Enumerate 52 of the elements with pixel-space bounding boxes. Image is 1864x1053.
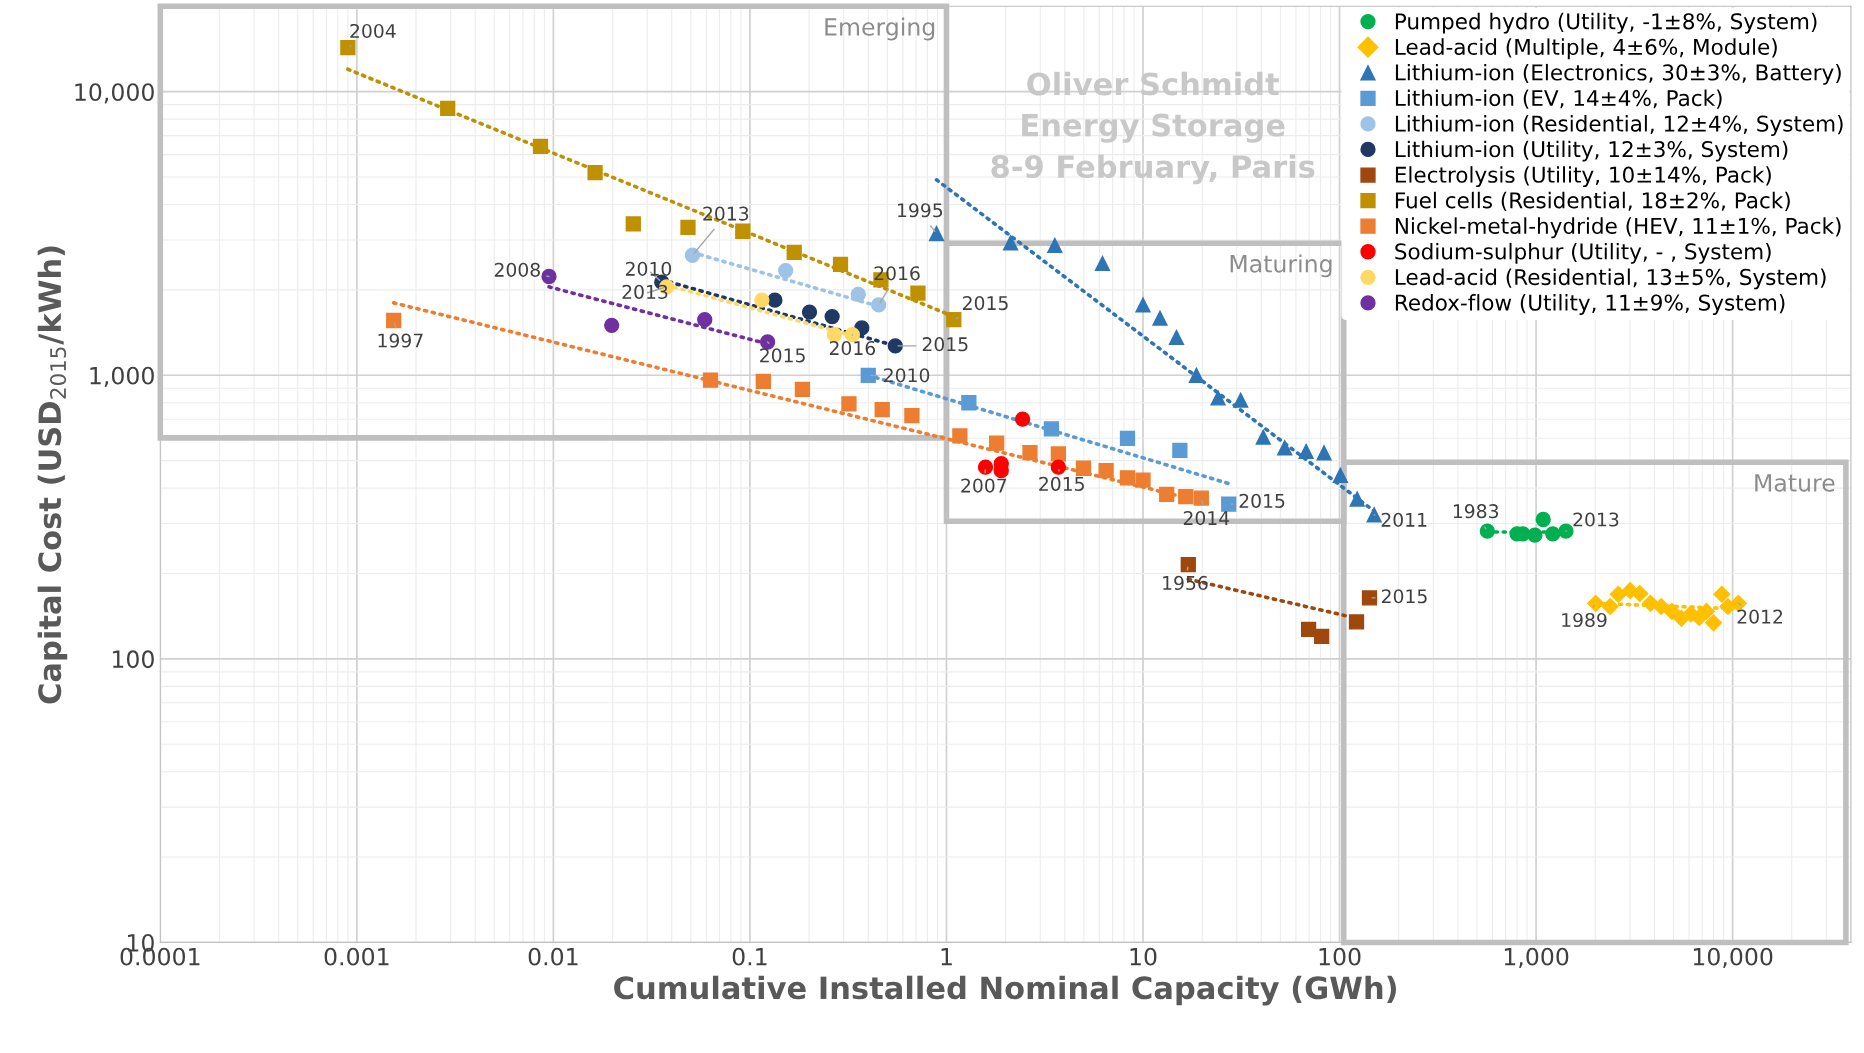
legend-label: Pumped hydro (Utility, -1±8%, System) xyxy=(1395,12,1817,34)
annotation: 2015 xyxy=(760,348,805,363)
x-tick-label: 0.1 xyxy=(732,947,767,966)
legend-label: Lithium-ion (Residential, 12±4%, System) xyxy=(1395,115,1843,136)
annotation: 1956 xyxy=(1163,575,1208,591)
annotation: Mature xyxy=(1755,474,1835,492)
annotation: 2012 xyxy=(1737,609,1783,624)
legend-label: Nickel-metal-hydride (HEV, 11±1%, Pack) xyxy=(1395,217,1841,239)
annotation: Emerging xyxy=(825,17,935,41)
x-axis-title: Cumulative Installed Nominal Capacity (GWh) xyxy=(614,975,1397,1006)
annotation: 2013 xyxy=(1573,512,1619,527)
x-tick-label: 100 xyxy=(1319,947,1361,966)
legend-label: Lead-acid (Multiple, 4±6%, Module) xyxy=(1395,38,1777,60)
x-tick-label: 0.01 xyxy=(528,947,578,966)
annotation: 2015 xyxy=(1381,589,1427,604)
annotation: 2010 xyxy=(625,261,672,276)
y-axis-title: Capital Cost (USD$_{2015}$/kWh) xyxy=(37,246,68,704)
annotation: 1995 xyxy=(898,203,943,218)
legend-label: Fuel cells (Residential, 18±2%, Pack) xyxy=(1395,191,1790,211)
annotation: 1983 xyxy=(1453,504,1499,519)
y-tick-label: 100 xyxy=(112,650,154,669)
legend-label: Redox-flow (Utility, 11±9%, System) xyxy=(1395,294,1785,315)
legend-label: Sodium-sulphur (Utility, - , System) xyxy=(1395,242,1771,264)
annotation: 2016 xyxy=(829,340,876,356)
annotation: 2013 xyxy=(622,284,668,299)
legend-label: Electrolysis (Utility, 10±14%, Pack) xyxy=(1395,166,1771,188)
x-tick-label: 10,000 xyxy=(1693,947,1773,968)
annotation: 2007 xyxy=(961,478,1007,493)
x-tick-label: 1,000 xyxy=(1504,947,1569,968)
y-tick-label: 10,000 xyxy=(75,83,154,104)
x-tick-label: 1 xyxy=(941,948,952,966)
legend-label: Lithium-ion (Electronics, 30±3%, Battery) xyxy=(1395,63,1841,85)
x-tick-label: 10 xyxy=(1130,947,1157,966)
x-tick-label: 0.001 xyxy=(324,947,389,966)
annotation: 1989 xyxy=(1562,612,1607,628)
annotation: 2015 xyxy=(922,337,968,352)
annotation: 2015 xyxy=(963,295,1008,311)
legend-label: Lead-acid (Residential, 13±5%, System) xyxy=(1395,268,1826,290)
annotation: 2011 xyxy=(1381,512,1427,527)
annotation: 1997 xyxy=(378,333,423,348)
y-tick-label: 1,000 xyxy=(90,366,154,387)
annotation: 2008 xyxy=(494,262,540,277)
annotation: 2016 xyxy=(874,266,920,281)
annotation: 2013 xyxy=(703,206,749,221)
legend-label: Lithium-ion (Utility, 12±3%, System) xyxy=(1395,140,1788,162)
annotation: Maturing xyxy=(1230,254,1332,278)
legend-label: Lithium-ion (EV, 14±4%, Pack) xyxy=(1395,89,1722,109)
annotation: 2004 xyxy=(350,23,396,39)
annotation: 2015 xyxy=(1039,476,1084,491)
annotation: 2010 xyxy=(884,368,930,383)
annotation: 2015 xyxy=(1239,493,1285,508)
annotation: 2014 xyxy=(1183,510,1230,526)
